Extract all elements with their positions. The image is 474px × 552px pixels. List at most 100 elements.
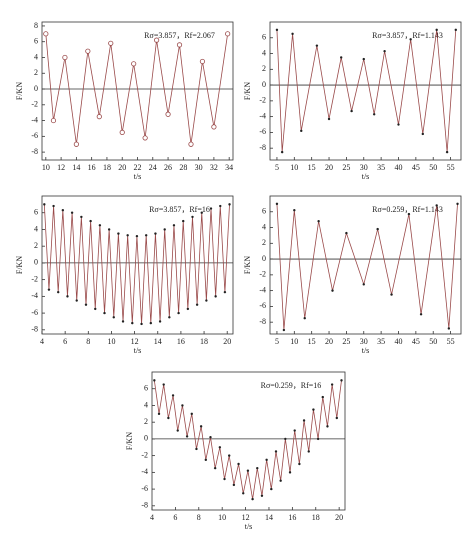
- y-tick-label: -2: [141, 450, 148, 459]
- data-point: [330, 383, 334, 386]
- y-tick-label: 0: [262, 80, 266, 89]
- x-tick-label: 18: [312, 513, 320, 522]
- data-point: [213, 466, 217, 470]
- data-point: [321, 395, 324, 399]
- x-tick-label: 30: [195, 163, 203, 172]
- data-point: [186, 307, 190, 311]
- y-tick-label: -8: [259, 143, 266, 152]
- x-tick-label: 28: [179, 163, 187, 172]
- data-point: [154, 232, 157, 235]
- chart-panel: -8 -6 -4 -2 0 2 4 6 4 6 8 10 12 14 16 18 20 t/s F/KN Rσ=3.8…: [15, 195, 234, 355]
- data-point: [50, 117, 57, 124]
- x-tick-label: 12: [57, 163, 65, 172]
- data-point: [383, 49, 386, 53]
- x-tick-label: 8: [197, 513, 201, 522]
- y-tick-label: 0: [34, 258, 38, 267]
- data-point: [456, 202, 459, 206]
- data-point: [211, 124, 217, 130]
- data-point: [376, 227, 379, 231]
- data-point: [190, 412, 193, 416]
- x-axis-label: t/s: [134, 346, 142, 355]
- plot-frame: [41, 195, 234, 335]
- data-point: [223, 290, 227, 294]
- x-tick-label: 16: [177, 337, 185, 346]
- data-point: [228, 454, 231, 457]
- chart-panel: -8 -6 -4 -2 0 2 4 6 5 10 15 20 25 30 35 40 45 50 55 t/s F/KN…: [243, 21, 462, 181]
- y-tick-label: 6: [34, 37, 38, 46]
- y-tick-label: 4: [262, 48, 266, 57]
- x-tick-label: 15: [308, 337, 316, 346]
- data-point: [182, 219, 185, 223]
- y-axis-label: F/KN: [125, 432, 134, 450]
- x-tick-label: 6: [63, 337, 67, 346]
- data-point: [275, 202, 279, 206]
- y-tick-label: -4: [141, 467, 148, 476]
- data-point: [339, 56, 343, 59]
- data-point: [279, 479, 282, 482]
- x-tick-label: 10: [107, 337, 115, 346]
- x-tick-label: 35: [377, 163, 385, 172]
- y-tick-label: 4: [34, 52, 38, 61]
- data-point: [284, 437, 287, 441]
- annotation: Rσ=3.857，Rf=1.143: [372, 31, 443, 40]
- data-point: [228, 203, 231, 206]
- x-tick-label: 14: [72, 163, 80, 172]
- data-point: [158, 320, 162, 323]
- x-tick-label: 50: [429, 163, 437, 172]
- x-tick-label: 30: [360, 337, 368, 346]
- data-point: [421, 132, 424, 136]
- x-tick-label: 8: [86, 337, 90, 346]
- data-point: [98, 224, 102, 227]
- plot-frame: [269, 21, 462, 161]
- annotation: Rσ=0.259，Rf=1.143: [372, 205, 443, 214]
- data-point: [80, 215, 83, 219]
- x-tick-label: 5: [275, 337, 279, 346]
- y-tick-label: 6: [262, 207, 266, 216]
- y-axis-label: F/KN: [243, 256, 252, 274]
- x-tick-label: 40: [394, 163, 402, 172]
- data-point: [162, 383, 165, 386]
- y-tick-label: -4: [259, 111, 266, 120]
- y-axis-label: F/KN: [243, 82, 252, 100]
- y-tick-label: 0: [262, 254, 266, 263]
- data-point: [340, 379, 343, 382]
- data-point: [165, 111, 171, 117]
- data-point: [199, 425, 203, 428]
- data-point: [409, 38, 412, 41]
- data-point: [362, 283, 365, 286]
- data-point: [47, 288, 51, 291]
- data-point: [181, 404, 184, 407]
- data-point: [89, 219, 92, 223]
- data-point: [96, 114, 102, 120]
- data-point: [188, 141, 194, 147]
- y-tick-label: 6: [262, 33, 266, 42]
- x-tick-label: 40: [394, 337, 402, 346]
- data-point: [225, 31, 231, 37]
- data-point: [176, 429, 179, 432]
- data-point: [94, 307, 97, 311]
- y-tick-label: -8: [141, 501, 148, 510]
- data-point: [61, 209, 65, 212]
- y-tick-label: -2: [259, 96, 266, 105]
- data-point: [131, 321, 134, 325]
- plot-frame: [269, 195, 462, 335]
- x-tick-label: 20: [335, 513, 343, 522]
- x-tick-label: 20: [118, 163, 126, 172]
- data-point: [298, 462, 301, 466]
- data-point: [195, 303, 199, 306]
- y-axis-label: F/KN: [15, 256, 24, 274]
- x-axis-label: t/s: [362, 172, 370, 181]
- data-point: [419, 313, 423, 316]
- y-tick-label: -2: [259, 270, 266, 279]
- y-tick-label: -4: [259, 285, 266, 294]
- y-tick-label: -6: [31, 308, 38, 317]
- data-point: [275, 28, 279, 32]
- data-point: [307, 450, 310, 453]
- data-point: [209, 436, 212, 439]
- x-tick-label: 4: [40, 337, 44, 346]
- y-tick-label: -8: [31, 147, 38, 156]
- x-axis-label: t/s: [134, 172, 142, 181]
- data-point: [107, 228, 111, 231]
- x-tick-label: 22: [134, 163, 142, 172]
